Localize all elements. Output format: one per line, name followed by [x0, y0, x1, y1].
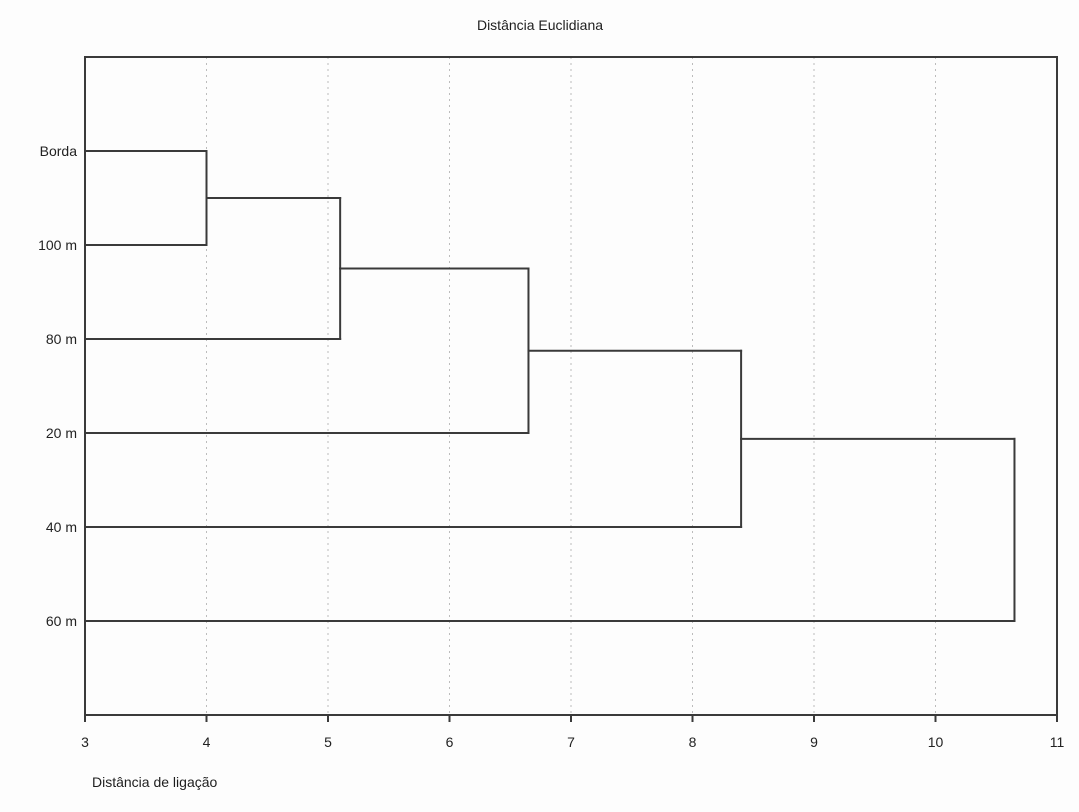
- x-tick-label: 10: [928, 734, 944, 750]
- chart-title: Distância Euclidiana: [477, 17, 603, 33]
- leaf-label: 100 m: [38, 237, 77, 253]
- x-tick-label: 8: [689, 734, 697, 750]
- x-tick-label: 6: [446, 734, 454, 750]
- x-tick-label: 11: [1050, 734, 1065, 750]
- plot-area: 3 4 5 6 7 8 9 10 11 Borda 100 m 80 m 20 m 40 m 60 m: [38, 56, 1065, 750]
- leaf-label: Borda: [40, 143, 78, 159]
- leaf-label: 80 m: [46, 331, 77, 347]
- x-tick-label: 5: [324, 734, 332, 750]
- x-tick-label: 9: [810, 734, 818, 750]
- x-tick-label: 3: [81, 734, 89, 750]
- x-tick-label: 7: [567, 734, 575, 750]
- leaf-label: 20 m: [46, 425, 77, 441]
- leaf-label: 60 m: [46, 613, 77, 629]
- leaf-label: 40 m: [46, 519, 77, 535]
- x-axis-label: Distância de ligação: [92, 774, 218, 790]
- x-tick-label: 4: [203, 734, 211, 750]
